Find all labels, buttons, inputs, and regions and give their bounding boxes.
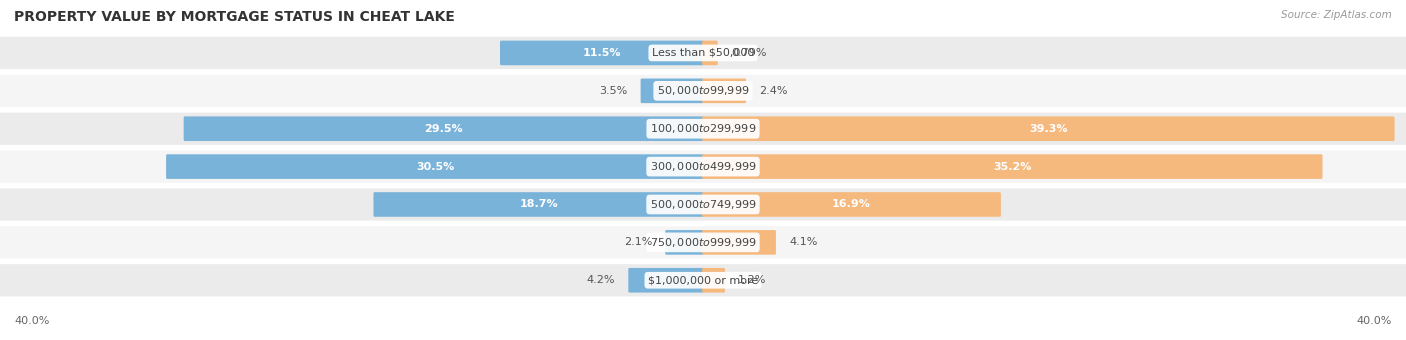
FancyBboxPatch shape xyxy=(501,41,704,65)
FancyBboxPatch shape xyxy=(702,116,1395,141)
Text: $1,000,000 or more: $1,000,000 or more xyxy=(648,275,758,285)
Text: $750,000 to $999,999: $750,000 to $999,999 xyxy=(650,236,756,249)
FancyBboxPatch shape xyxy=(166,154,704,179)
Text: 2.1%: 2.1% xyxy=(624,237,652,248)
FancyBboxPatch shape xyxy=(702,268,725,292)
Text: PROPERTY VALUE BY MORTGAGE STATUS IN CHEAT LAKE: PROPERTY VALUE BY MORTGAGE STATUS IN CHE… xyxy=(14,10,456,24)
FancyBboxPatch shape xyxy=(0,113,1406,145)
Text: 2.4%: 2.4% xyxy=(759,86,787,96)
Text: 16.9%: 16.9% xyxy=(832,200,870,209)
FancyBboxPatch shape xyxy=(702,230,776,255)
FancyBboxPatch shape xyxy=(374,192,704,217)
Text: Source: ZipAtlas.com: Source: ZipAtlas.com xyxy=(1281,10,1392,20)
Text: 4.1%: 4.1% xyxy=(789,237,817,248)
FancyBboxPatch shape xyxy=(641,79,704,103)
FancyBboxPatch shape xyxy=(0,188,1406,221)
FancyBboxPatch shape xyxy=(0,37,1406,69)
Text: 3.5%: 3.5% xyxy=(599,86,627,96)
Text: $100,000 to $299,999: $100,000 to $299,999 xyxy=(650,122,756,135)
FancyBboxPatch shape xyxy=(0,75,1406,107)
Text: $50,000 to $99,999: $50,000 to $99,999 xyxy=(657,84,749,97)
FancyBboxPatch shape xyxy=(702,79,747,103)
Text: 0.79%: 0.79% xyxy=(731,48,766,58)
FancyBboxPatch shape xyxy=(702,41,718,65)
FancyBboxPatch shape xyxy=(0,226,1406,258)
FancyBboxPatch shape xyxy=(0,264,1406,296)
Text: $300,000 to $499,999: $300,000 to $499,999 xyxy=(650,160,756,173)
Text: 11.5%: 11.5% xyxy=(582,48,621,58)
Text: 29.5%: 29.5% xyxy=(425,124,463,134)
Text: 18.7%: 18.7% xyxy=(519,200,558,209)
FancyBboxPatch shape xyxy=(702,154,1323,179)
Text: 40.0%: 40.0% xyxy=(14,317,49,326)
Text: 40.0%: 40.0% xyxy=(1357,317,1392,326)
Text: 39.3%: 39.3% xyxy=(1029,124,1067,134)
FancyBboxPatch shape xyxy=(702,192,1001,217)
FancyBboxPatch shape xyxy=(0,151,1406,183)
Text: 35.2%: 35.2% xyxy=(993,162,1032,172)
Text: 30.5%: 30.5% xyxy=(416,162,454,172)
Text: 1.2%: 1.2% xyxy=(738,275,766,285)
FancyBboxPatch shape xyxy=(184,116,704,141)
Text: $500,000 to $749,999: $500,000 to $749,999 xyxy=(650,198,756,211)
FancyBboxPatch shape xyxy=(665,230,704,255)
Text: Less than $50,000: Less than $50,000 xyxy=(652,48,754,58)
FancyBboxPatch shape xyxy=(628,268,704,292)
Text: 4.2%: 4.2% xyxy=(586,275,616,285)
